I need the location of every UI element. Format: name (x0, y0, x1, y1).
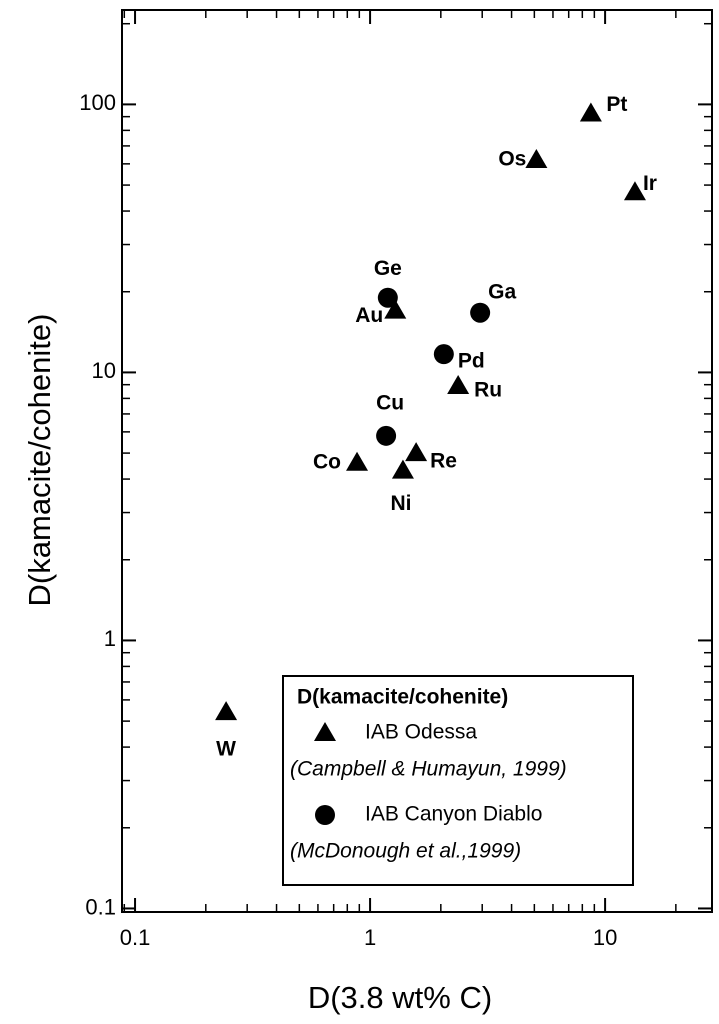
point-label: Ir (643, 172, 657, 195)
legend-citation: (McDonough et al.,1999) (290, 840, 521, 863)
legend: D(kamacite/cohenite) IAB Odessa (Campbell … (282, 675, 634, 886)
point-label: Ni (390, 492, 411, 515)
point-label: Ru (474, 379, 502, 402)
x-axis-label: D(3.8 wt% C) (308, 980, 492, 1015)
triangle-marker (525, 149, 548, 169)
y-tick-label: 100 (79, 90, 116, 115)
legend-label: IAB Canyon Diablo (365, 803, 542, 826)
circle-marker (377, 287, 398, 308)
point-label: Co (313, 450, 341, 473)
circle-marker (376, 425, 397, 446)
point-label: Pd (458, 350, 485, 373)
legend-citation: (Campbell & Humayun, 1999) (290, 758, 567, 781)
triangle-marker (447, 374, 470, 394)
point-label: Cu (376, 391, 404, 414)
y-axis-label: D(kamacite/cohenite) (22, 314, 57, 607)
triangle-marker (579, 102, 602, 122)
plot-frame (121, 9, 713, 913)
legend-title: D(kamacite/cohenite) (297, 686, 508, 709)
circle-marker (315, 805, 335, 825)
y-tick-label: 10 (92, 358, 116, 383)
triangle-marker (215, 701, 238, 721)
point-label: W (216, 738, 236, 761)
x-tick-label: 1 (364, 925, 376, 950)
x-tick-label: 0.1 (120, 925, 151, 950)
point-label: Pt (606, 93, 627, 116)
circle-marker (470, 302, 491, 323)
legend-box (282, 675, 634, 886)
point-label: Os (498, 148, 526, 171)
circle-marker (433, 344, 454, 365)
triangle-marker (405, 442, 428, 462)
triangle-marker (384, 299, 407, 319)
x-tick-label: 10 (593, 925, 617, 950)
point-label: Re (430, 450, 457, 473)
point-label: Ga (488, 280, 516, 303)
triangle-marker (314, 722, 336, 741)
triangle-marker (346, 451, 369, 471)
legend-label: IAB Odessa (365, 721, 477, 744)
y-tick-label: 1 (104, 626, 116, 651)
point-label: Ge (374, 257, 402, 280)
triangle-marker (391, 459, 414, 479)
triangle-marker (623, 181, 646, 201)
point-label: Au (355, 304, 383, 327)
y-tick-label: 0.1 (85, 894, 116, 919)
